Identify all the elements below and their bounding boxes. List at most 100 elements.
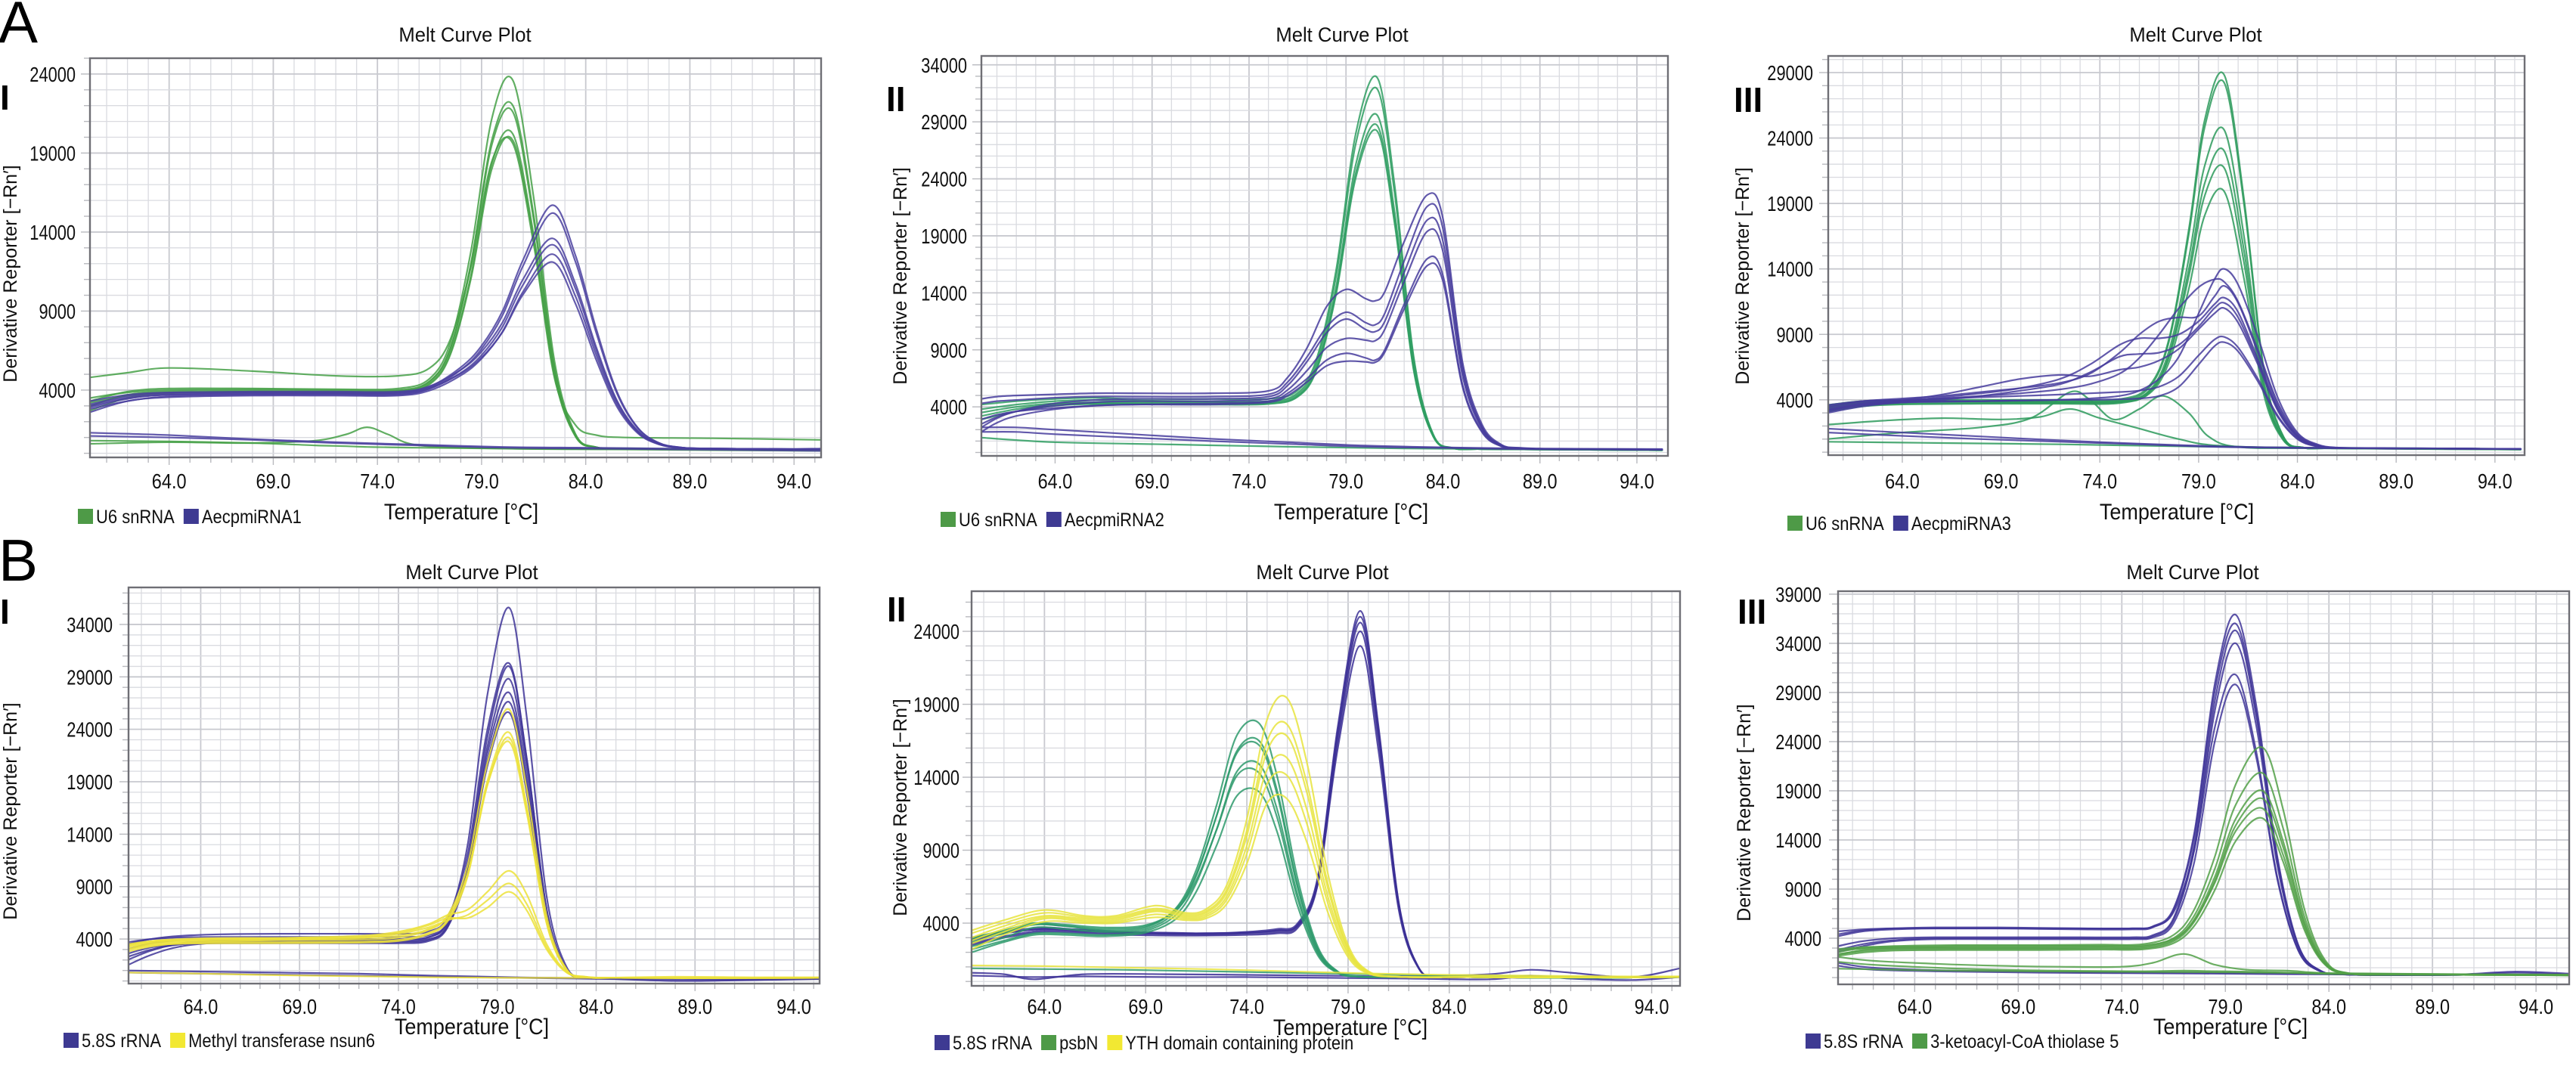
x-tick-label: 94.0	[2519, 996, 2553, 1018]
legend: U6 snRNA AecpmiRNA3	[1787, 513, 2011, 535]
legend-label: U6 snRNA	[1806, 513, 1884, 535]
x-tick-label: 94.0	[1635, 996, 1669, 1018]
y-tick-label: 29000	[921, 111, 967, 135]
legend: U6 snRNA AecpmiRNA1	[78, 507, 302, 528]
x-tick-label: 74.0	[381, 996, 416, 1018]
y-tick-label: 19000	[1767, 193, 1813, 216]
legend-item-psbn: psbN	[1041, 1033, 1098, 1054]
x-tick-label: 69.0	[1128, 996, 1163, 1018]
melt-curve-aecpmirna1	[90, 435, 821, 452]
plot-frame	[88, 57, 823, 459]
y-axis-label: Derivative Reporter [−Rn′]	[890, 167, 911, 384]
panel-numeral: I	[0, 592, 10, 631]
legend-label: AecpmiRNA3	[1911, 513, 2011, 535]
y-axis-label: Derivative Reporter [−Rn′]	[1734, 704, 1755, 921]
y-axis-label: Derivative Reporter [−Rn′]	[0, 702, 21, 919]
y-tick-label: 9000	[39, 300, 76, 324]
melt-curve-aecpmirna2	[981, 262, 1663, 451]
melt-curve-5-8s-rrna	[972, 967, 1680, 981]
series-aecpmirna3	[1828, 268, 2522, 451]
melt-curve-u6-snrna	[90, 136, 821, 441]
y-tick-label: 34000	[67, 613, 113, 637]
legend-item-3-ketoacyl-coa-thiolase-5: 3-ketoacyl-CoA thiolase 5	[1912, 1031, 2119, 1052]
legend-item-u6-snrna: U6 snRNA	[1787, 513, 1884, 535]
chart-title: Melt Curve Plot	[1256, 560, 1389, 584]
legend-item-5-8s-rrna: 5.8S rRNA	[1806, 1031, 1903, 1052]
x-tick-label: 94.0	[2478, 470, 2512, 493]
legend-swatch	[1892, 516, 1908, 531]
legend-label: psbN	[1059, 1033, 1098, 1054]
y-axis-label: Derivative Reporter [−Rn′]	[1732, 167, 1753, 384]
y-tick-label: 9000	[1776, 324, 1813, 347]
x-tick-label: 94.0	[777, 996, 811, 1018]
y-tick-label: 4000	[922, 912, 959, 935]
legend-label: AecpmiRNA1	[202, 507, 302, 528]
legend-swatch	[1806, 1033, 1821, 1049]
legend-item-u6-snrna: U6 snRNA	[941, 510, 1037, 530]
curves	[1828, 71, 2522, 451]
x-tick-label: 64.0	[152, 470, 187, 493]
legend-swatch	[78, 509, 93, 524]
legend-swatch	[183, 509, 199, 524]
y-tick-label: 19000	[921, 225, 967, 248]
x-axis-label: Temperature [°C]	[395, 1015, 549, 1040]
y-tick-label: 34000	[921, 54, 967, 77]
chart-title: Melt Curve Plot	[2126, 560, 2259, 584]
curves	[972, 609, 1680, 981]
x-tick-label: 74.0	[360, 470, 395, 493]
legend: 5.8S rRNA 3-ketoacyl-CoA thiolase 5	[1806, 1031, 2119, 1052]
x-tick-label: 64.0	[1038, 470, 1073, 493]
chart-title: Melt Curve Plot	[1276, 23, 1409, 46]
melt-curve-panel-a-iii: III Melt Curve Plot 4000 9000 14000 19000 2400…	[1732, 23, 2526, 535]
x-tick-label: 94.0	[1620, 470, 1654, 493]
x-tick-label: 64.0	[1885, 470, 1920, 493]
x-tick-label: 74.0	[2104, 996, 2139, 1018]
y-tick-label: 9000	[1784, 878, 1821, 901]
curves	[129, 606, 820, 982]
x-tick-label: 89.0	[1533, 996, 1568, 1018]
x-tick-label: 69.0	[282, 996, 317, 1018]
chart-title: Melt Curve Plot	[405, 560, 538, 584]
y-tick-label: 14000	[1775, 829, 1821, 852]
legend-swatch	[941, 512, 956, 527]
legend-swatch	[1107, 1035, 1123, 1050]
melt-curve-aecpmirna3	[1828, 432, 2522, 451]
x-tick-label: 64.0	[1897, 996, 1932, 1018]
legend: 5.8S rRNA psbN YTH domain containing prote…	[935, 1033, 1353, 1054]
y-tick-label: 39000	[1775, 583, 1821, 606]
melt-curve-methyl-transferase-nsun6	[129, 971, 820, 979]
x-tick-label: 69.0	[1135, 470, 1170, 493]
y-axis-label: Derivative Reporter [−Rn′]	[890, 699, 911, 916]
section-label-a: A	[0, 0, 38, 55]
x-tick-label: 84.0	[2280, 470, 2315, 493]
y-tick-label: 14000	[1767, 258, 1813, 281]
legend-swatch	[64, 1033, 79, 1048]
x-axis-label: Temperature [°C]	[2153, 1015, 2308, 1040]
y-tick-label: 24000	[921, 168, 967, 191]
melt-curve-panel-b-ii: II Melt Curve Plot 4000 9000 14000 19000 24000…	[887, 560, 1682, 1054]
panel-numeral: I	[0, 78, 10, 117]
x-tick-label: 89.0	[677, 996, 712, 1018]
y-tick-label: 24000	[913, 621, 959, 644]
legend-label: YTH domain containing protein	[1125, 1033, 1353, 1054]
y-tick-label: 9000	[922, 839, 959, 863]
legend-label: U6 snRNA	[96, 507, 175, 528]
x-tick-label: 79.0	[2208, 996, 2243, 1018]
x-tick-label: 84.0	[579, 996, 614, 1018]
y-tick-label: 14000	[913, 767, 959, 790]
y-tick-label: 29000	[67, 666, 113, 689]
series-yth-domain-containing-protein	[972, 695, 1680, 978]
y-tick-label: 24000	[1767, 127, 1813, 150]
x-tick-label: 79.0	[1331, 996, 1365, 1018]
melt-curve-panel-b-i: I Melt Curve Plot 4000 9000 14000 19000 24000 2…	[0, 560, 821, 1051]
section-label-b: B	[0, 527, 38, 593]
grid	[972, 56, 1668, 463]
legend-swatch	[1912, 1033, 1928, 1049]
plot-frame	[127, 586, 821, 985]
plot-area	[981, 56, 1668, 456]
plot-area	[129, 587, 820, 984]
legend-item-5-8s-rrna: 5.8S rRNA	[935, 1033, 1032, 1053]
panel-numeral: III	[1734, 80, 1762, 119]
y-tick-label: 24000	[67, 718, 113, 742]
